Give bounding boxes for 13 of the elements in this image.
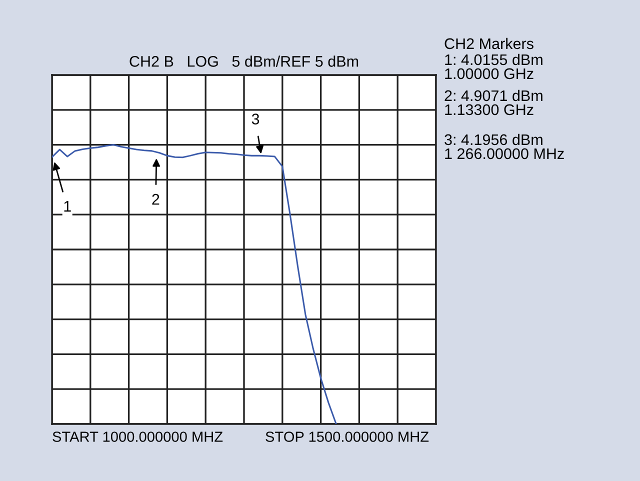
text: 2: 4.9071 dBm: [444, 90, 542, 102]
text: 1.13300 GHz: [445, 104, 534, 116]
text: STOP 1500.000000 MHZ: [266, 432, 429, 442]
text: START 1000.000000 MHZ: [52, 432, 223, 442]
text: 3: [252, 114, 260, 124]
text: CH2 Markers: [444, 38, 534, 50]
annotation: 2: [152, 194, 160, 205]
text: 3: 4.1956 dBm: [444, 134, 542, 146]
text: 1.00000 GHz: [445, 68, 534, 80]
annotation: 1: [64, 201, 71, 212]
text: 1 266.00000 MHz: [445, 148, 564, 160]
text: 1: 4.0155 dBm: [445, 54, 542, 66]
chart-title: CH2 B LOG 5 dBm/REF 5 dBm: [130, 56, 358, 67]
